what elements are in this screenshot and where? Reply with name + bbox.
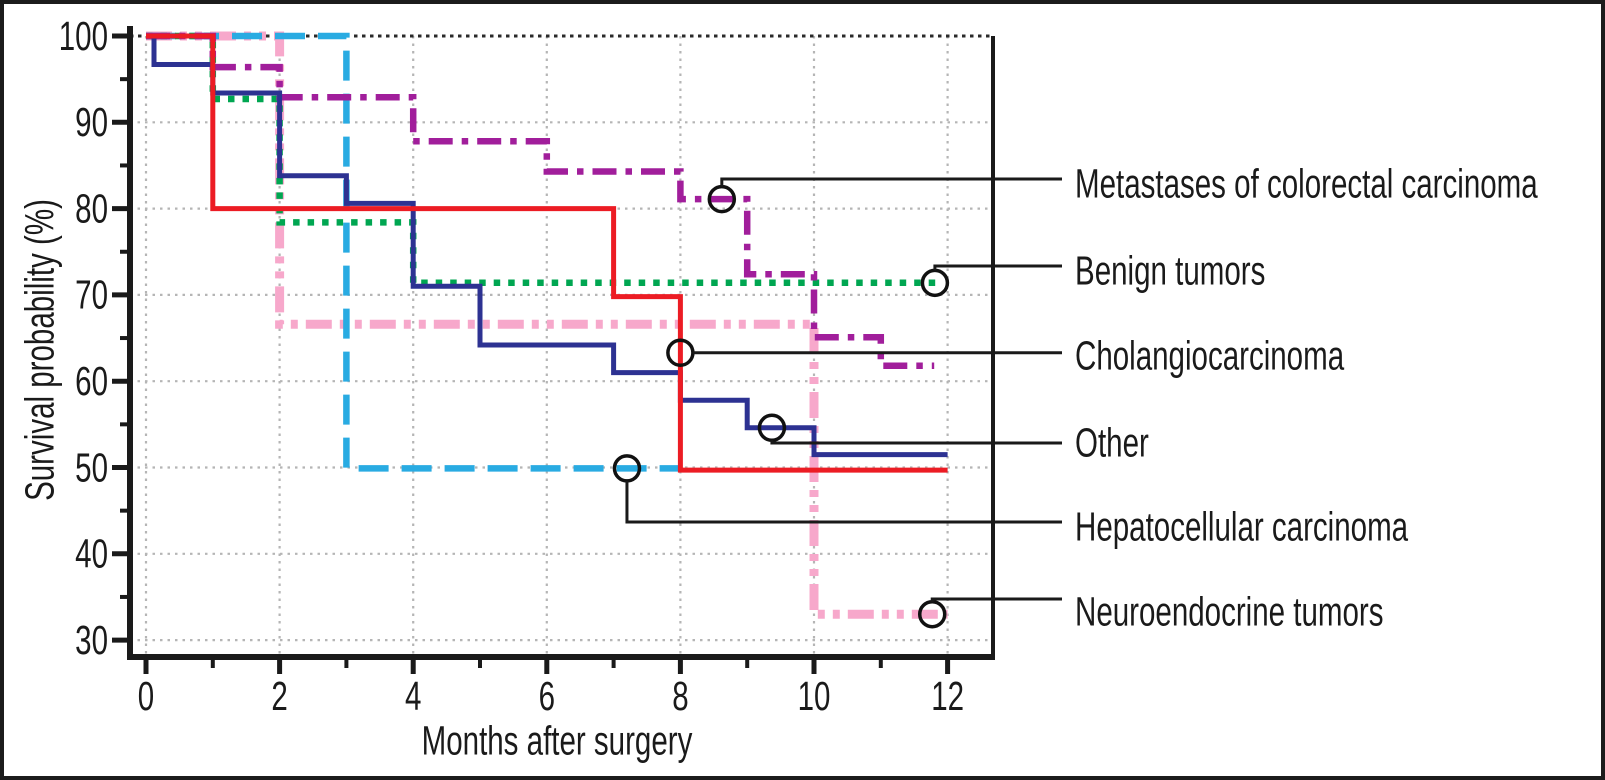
curve-neuroendocrine-tumors [146,31,948,619]
x-axis-title: Months after surgery [421,717,693,764]
y-tick-label-80: 80 [75,186,108,232]
y-axis-title: Survival probability (%) [16,199,63,501]
leader-line-neuroendocrine-tumors [930,597,1062,602]
leader-line-other [770,440,1062,445]
curve-hepatocellular-carcinoma [146,32,681,472]
y-tick-label-60: 60 [75,358,108,404]
y-tick-label-90: 90 [75,99,108,145]
y-tick-label-30: 30 [75,617,108,663]
curve-cholangiocarcinoma [146,33,948,473]
x-tick-label-8: 8 [672,673,688,719]
legend-label-metastases-colorectal: Metastases of colorectal carcinoma [1075,160,1538,207]
leader-line-metastases-of-colorectal-carcinoma [720,177,1062,187]
y-tick-label-50: 50 [75,445,108,491]
legend-label-other: Other [1075,419,1149,466]
x-tick-label-0: 0 [138,673,154,719]
x-tick-label-6: 6 [539,673,555,719]
legend-label-benign-tumors: Benign tumors [1075,247,1266,294]
legend-label-cholangiocarcinoma: Cholangiocarcinoma [1075,332,1345,379]
x-tick-label-12: 12 [931,673,964,719]
curve-other [146,33,948,458]
y-tick-label-100: 100 [59,13,108,59]
x-tick-label-4: 4 [405,673,421,719]
curve-metastases-of-colorectal-carcinoma [146,32,935,369]
leader-line-hepatocellular-carcinoma [625,480,1062,524]
leader-line-benign-tumors [933,264,1062,271]
legend-label-neuroendocrine: Neuroendocrine tumors [1075,588,1384,635]
legend-label-hepatocellular: Hepatocellular carcinoma [1075,503,1409,550]
curve-benign-tumors [146,32,938,287]
x-tick-label-2: 2 [271,673,287,719]
x-tick-label-10: 10 [798,673,831,719]
y-tick-label-70: 70 [75,272,108,318]
y-tick-label-40: 40 [75,531,108,577]
